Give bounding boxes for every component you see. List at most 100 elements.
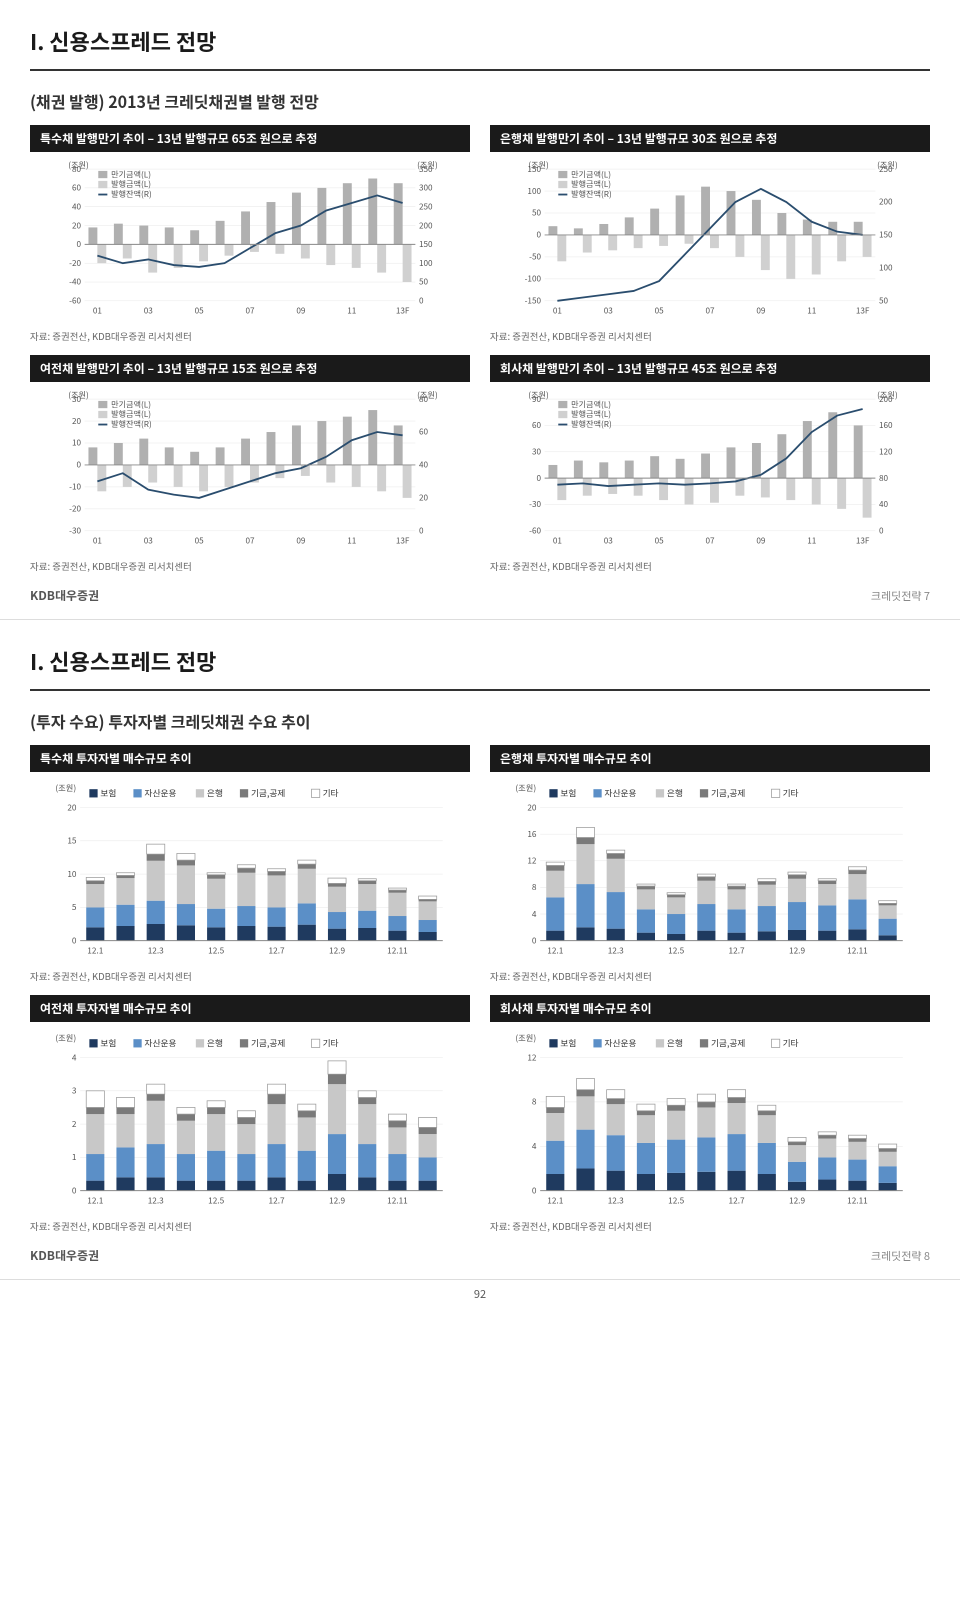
svg-text:12.7: 12.7 <box>729 1194 745 1206</box>
svg-text:20: 20 <box>72 416 82 427</box>
svg-text:100: 100 <box>879 263 893 274</box>
svg-text:발행잔액(R): 발행잔액(R) <box>111 189 152 200</box>
page-label: 크레딧전략 8 <box>871 1248 930 1264</box>
chart-bank: 은행채 투자자별 매수규모 추이 201612840(조원)12.112.312… <box>490 745 930 983</box>
svg-text:0: 0 <box>419 296 424 307</box>
svg-text:07: 07 <box>705 306 715 317</box>
svg-text:4: 4 <box>532 908 537 920</box>
chart-source: 자료: 증권전산, KDB대우증권 리서치센터 <box>30 1219 470 1233</box>
svg-text:은행: 은행 <box>667 787 683 800</box>
svg-text:30: 30 <box>532 447 542 458</box>
svg-text:12.1: 12.1 <box>547 944 563 956</box>
svg-text:09: 09 <box>296 306 306 317</box>
svg-text:300: 300 <box>419 183 433 194</box>
svg-text:05: 05 <box>655 306 665 317</box>
svg-text:150: 150 <box>419 239 433 250</box>
svg-text:-60: -60 <box>69 296 81 307</box>
svg-text:100: 100 <box>527 186 541 197</box>
page-label: 크레딧전략 7 <box>871 588 930 604</box>
svg-text:20: 20 <box>527 801 537 813</box>
svg-text:13F: 13F <box>856 306 870 317</box>
svg-text:기타: 기타 <box>783 1037 799 1050</box>
svg-text:03: 03 <box>144 536 154 547</box>
chart-title: 은행채 투자자별 매수규모 추이 <box>490 745 930 772</box>
svg-text:12.7: 12.7 <box>269 1194 285 1206</box>
svg-text:12.9: 12.9 <box>329 944 345 956</box>
svg-text:11: 11 <box>347 536 356 547</box>
chart-grid-bottom: 특수채 투자자별 매수규모 추이 20151050(조원)12.112.312.… <box>30 745 930 1233</box>
svg-text:기금,공제: 기금,공제 <box>711 787 746 800</box>
chart-source: 자료: 증권전산, KDB대우증권 리서치센터 <box>30 329 470 343</box>
chart-canvas: 43210(조원)12.112.312.512.712.912.11보험자산운용… <box>30 1022 470 1217</box>
svg-text:0: 0 <box>72 1184 77 1196</box>
svg-text:기타: 기타 <box>783 787 799 800</box>
page-title: I. 신용스프레드 전망 <box>30 25 930 57</box>
svg-text:13F: 13F <box>856 536 870 547</box>
chart-canvas: 12840(조원)12.112.312.512.712.912.11보험자산운용… <box>490 1022 930 1217</box>
page-number: 92 <box>0 1280 960 1308</box>
svg-text:200: 200 <box>419 220 433 231</box>
svg-text:2: 2 <box>72 1118 77 1130</box>
chart-source: 자료: 증권전산, KDB대우증권 리서치센터 <box>30 969 470 983</box>
page-8: I. 신용스프레드 전망 (투자 수요) 투자자별 크레딧채권 수요 추이 특수… <box>0 620 960 1280</box>
svg-text:(조원): (조원) <box>55 1032 76 1044</box>
svg-text:07: 07 <box>245 306 255 317</box>
svg-text:보험: 보험 <box>100 1037 116 1050</box>
svg-text:0: 0 <box>879 526 884 537</box>
svg-text:보험: 보험 <box>560 787 576 800</box>
svg-text:120: 120 <box>879 447 893 458</box>
svg-text:12.3: 12.3 <box>148 944 164 956</box>
svg-text:-50: -50 <box>529 252 541 263</box>
svg-text:12.5: 12.5 <box>668 944 684 956</box>
svg-text:0: 0 <box>72 934 77 946</box>
svg-text:11: 11 <box>347 306 356 317</box>
svg-text:발행잔액(R): 발행잔액(R) <box>111 419 152 430</box>
svg-text:09: 09 <box>756 306 766 317</box>
chart-special: 특수채 투자자별 매수규모 추이 20151050(조원)12.112.312.… <box>30 745 470 983</box>
svg-text:16: 16 <box>527 828 537 840</box>
chart-grid-top: 특수채 발행만기 추이 – 13년 발행규모 65조 원으로 추정 806040… <box>30 125 930 573</box>
chart-topleft: 특수채 발행만기 추이 – 13년 발행규모 65조 원으로 추정 806040… <box>30 125 470 343</box>
svg-text:10: 10 <box>72 438 82 449</box>
svg-text:(조원): (조원) <box>515 1032 536 1044</box>
svg-text:12.9: 12.9 <box>789 944 805 956</box>
svg-text:12.7: 12.7 <box>269 944 285 956</box>
svg-text:(조원): (조원) <box>55 782 76 794</box>
page-7: I. 신용스프레드 전망 (채권 발행) 2013년 크레딧채권별 발행 전망 … <box>0 0 960 620</box>
svg-text:4: 4 <box>72 1051 77 1063</box>
svg-text:(조원): (조원) <box>68 390 89 401</box>
chart-botright: 회사채 발행만기 추이 – 13년 발행규모 45조 원으로 추정 906030… <box>490 355 930 573</box>
svg-text:03: 03 <box>604 306 614 317</box>
svg-text:5: 5 <box>72 901 77 913</box>
svg-text:01: 01 <box>553 306 562 317</box>
chart-title: 은행채 발행만기 추이 – 13년 발행규모 30조 원으로 추정 <box>490 125 930 152</box>
svg-text:09: 09 <box>756 536 766 547</box>
svg-text:자산운용: 자산운용 <box>604 787 636 800</box>
chart-corp: 회사채 투자자별 매수규모 추이 12840(조원)12.112.312.512… <box>490 995 930 1233</box>
svg-text:20: 20 <box>67 801 77 813</box>
svg-text:13F: 13F <box>396 306 410 317</box>
svg-text:-30: -30 <box>69 526 81 537</box>
svg-text:-60: -60 <box>529 526 541 537</box>
svg-text:50: 50 <box>532 208 542 219</box>
svg-text:(조원): (조원) <box>528 160 549 171</box>
svg-text:80: 80 <box>879 473 889 484</box>
svg-text:자산운용: 자산운용 <box>144 787 176 800</box>
chart-title: 여전채 발행만기 추이 – 13년 발행규모 15조 원으로 추정 <box>30 355 470 382</box>
svg-text:12.1: 12.1 <box>87 944 103 956</box>
chart-canvas: 3020100-10-20-30806040200(조원)(조원)0103050… <box>30 382 470 557</box>
svg-text:60: 60 <box>532 420 542 431</box>
svg-text:자산운용: 자산운용 <box>604 1037 636 1050</box>
chart-canvas: 201612840(조원)12.112.312.512.712.912.11보험… <box>490 772 930 967</box>
svg-text:160: 160 <box>879 420 893 431</box>
svg-text:12.5: 12.5 <box>208 944 224 956</box>
chart-canvas: 9060300-30-6020016012080400(조원)(조원)01030… <box>490 382 930 557</box>
svg-text:-20: -20 <box>69 258 81 269</box>
svg-text:-30: -30 <box>529 499 541 510</box>
svg-text:12.9: 12.9 <box>329 1194 345 1206</box>
svg-text:8: 8 <box>532 881 537 893</box>
chart-title: 여전채 투자자별 매수규모 추이 <box>30 995 470 1022</box>
chart-title: 특수채 투자자별 매수규모 추이 <box>30 745 470 772</box>
chart-canvas: 20151050(조원)12.112.312.512.712.912.11보험자… <box>30 772 470 967</box>
chart-title: 회사채 발행만기 추이 – 13년 발행규모 45조 원으로 추정 <box>490 355 930 382</box>
